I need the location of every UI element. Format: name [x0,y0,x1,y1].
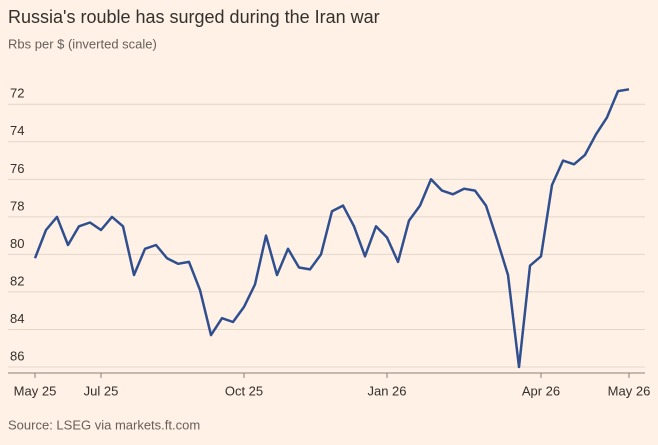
y-tick-label: 82 [10,273,24,288]
y-tick-label: 84 [10,311,24,326]
source-note: Source: LSEG via markets.ft.com [8,417,200,432]
y-tick-label: 76 [10,161,24,176]
x-tick-label: May 25 [14,383,57,398]
y-tick-label: 74 [10,123,24,138]
x-tick-label: Jul 25 [84,383,119,398]
y-tick-label: 72 [10,86,24,101]
y-tick-label: 80 [10,236,24,251]
x-tick-label: May 26 [608,383,651,398]
data-line [33,88,630,369]
x-tick-label: Apr 26 [522,383,560,398]
chart-subtitle: Rbs per $ (inverted scale) [8,36,157,51]
x-tick-label: Oct 25 [225,383,263,398]
x-tick-label: Jan 26 [367,383,406,398]
chart-title: Russia's rouble has surged during the Ir… [8,7,380,27]
y-tick-label: 78 [10,198,24,213]
y-tick-label: 86 [10,348,24,363]
